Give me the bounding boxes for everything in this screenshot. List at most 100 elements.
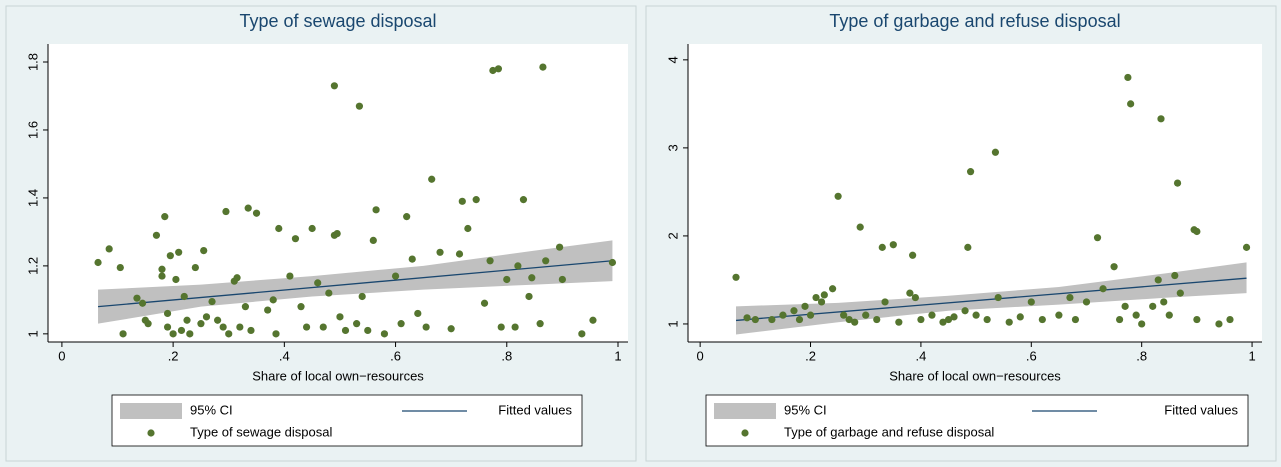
point [414, 309, 422, 318]
point [175, 248, 183, 256]
point [119, 330, 127, 338]
chart-title: Type of garbage and refuse disposal [829, 11, 1120, 31]
point [1149, 302, 1157, 310]
point [1193, 315, 1201, 324]
point [158, 272, 166, 280]
point [751, 315, 759, 324]
point [972, 311, 980, 319]
point [964, 243, 972, 251]
point [138, 299, 147, 307]
point [1165, 311, 1173, 319]
point [536, 320, 544, 328]
x-tick-label: .8 [1136, 348, 1147, 363]
point [241, 303, 250, 311]
x-tick-label: 1 [614, 348, 621, 363]
point [472, 196, 480, 204]
y-tick-label: 3 [665, 144, 680, 151]
point [480, 299, 489, 307]
point [820, 291, 828, 299]
point [308, 224, 316, 233]
point [834, 192, 842, 200]
point [186, 330, 194, 338]
point [889, 241, 897, 249]
point [1124, 73, 1132, 82]
point [966, 168, 975, 176]
x-tick-label: 0 [58, 348, 65, 363]
legend-label: Fitted values [1164, 402, 1238, 417]
point [200, 246, 208, 255]
point [806, 311, 815, 319]
point [1055, 311, 1063, 319]
point [983, 315, 991, 324]
point [391, 272, 400, 280]
x-tick-label: .2 [805, 348, 816, 363]
point [236, 323, 244, 331]
point [275, 224, 283, 233]
point [732, 273, 740, 281]
point [353, 320, 361, 328]
legend-box [111, 394, 583, 447]
point [244, 204, 252, 212]
point [608, 258, 617, 267]
point [183, 316, 191, 324]
point [436, 248, 444, 256]
point [486, 257, 494, 265]
point [180, 292, 188, 301]
point [911, 293, 919, 302]
legend-swatch [741, 429, 749, 437]
point [556, 243, 564, 251]
point [252, 209, 261, 217]
point [768, 315, 776, 324]
point [1154, 276, 1162, 284]
point [790, 307, 798, 315]
point [950, 313, 958, 321]
point [1132, 311, 1140, 319]
point [1005, 318, 1013, 326]
point [497, 323, 505, 331]
point [1193, 227, 1201, 236]
point [1157, 115, 1165, 123]
point [286, 272, 294, 280]
point [1176, 289, 1184, 297]
point [1027, 298, 1035, 306]
point [458, 197, 466, 205]
x-tick-label: .4 [279, 348, 290, 363]
point [269, 296, 277, 304]
point [163, 323, 172, 331]
point [1071, 315, 1080, 324]
y-tick-label: 4 [665, 56, 680, 63]
graph-frame [645, 5, 1277, 462]
point [336, 313, 344, 321]
legend-label: Fitted values [498, 402, 572, 417]
point [272, 330, 280, 338]
x-tick-label: 1 [1248, 348, 1255, 363]
point [233, 274, 241, 282]
point [447, 325, 455, 333]
point [341, 326, 350, 335]
point [247, 326, 255, 335]
point [380, 330, 389, 338]
point [330, 82, 338, 90]
point [1016, 313, 1024, 321]
point [319, 323, 327, 331]
x-tick-label: .8 [501, 348, 512, 363]
point [408, 255, 416, 263]
point [511, 323, 519, 331]
point [1093, 234, 1102, 242]
point [795, 315, 804, 324]
point [525, 292, 533, 301]
legend-swatch [714, 403, 776, 419]
point [197, 320, 205, 328]
x-tick-label: .2 [168, 348, 179, 363]
point [779, 311, 787, 319]
point [743, 314, 751, 322]
point [1038, 315, 1046, 324]
legend-box [705, 394, 1249, 447]
point [840, 311, 848, 319]
y-tick-label: 1 [665, 320, 680, 327]
point [422, 323, 430, 331]
legend-label: 95% CI [190, 402, 233, 417]
point [1171, 271, 1179, 280]
point [851, 318, 859, 326]
